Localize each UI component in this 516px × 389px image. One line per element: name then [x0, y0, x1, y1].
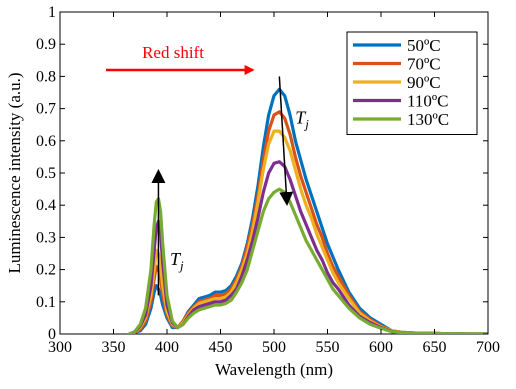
y-tick-label: 0.7 [36, 101, 56, 118]
y-tick-label: 0.6 [36, 133, 56, 150]
y-tick-label: 0.4 [36, 197, 56, 214]
x-tick-label: 450 [209, 339, 233, 356]
y-tick-label: 0 [48, 326, 56, 343]
y-tick-label: 0.3 [36, 229, 56, 246]
red-shift-label: Red shift [142, 43, 204, 62]
x-axis-label: Wavelength (nm) [215, 360, 333, 379]
y-tick-label: 0.1 [36, 294, 56, 311]
x-tick-label: 600 [369, 339, 393, 356]
legend-label: 70ºC [407, 55, 441, 74]
x-tick-label: 550 [316, 339, 340, 356]
x-tick-label: 650 [423, 339, 447, 356]
x-tick-label: 350 [102, 339, 126, 356]
y-tick-label: 0.9 [36, 36, 56, 53]
legend-label: 130ºC [407, 110, 449, 129]
y-axis-label: Luminescence intensity (a.u.) [5, 72, 24, 273]
y-tick-label: 0.8 [36, 68, 56, 85]
y-tick-label: 0.5 [36, 165, 56, 182]
y-tick-label: 1 [48, 4, 56, 21]
x-tick-label: 700 [476, 339, 500, 356]
legend-label: 50ºC [407, 36, 441, 55]
x-tick-label: 400 [155, 339, 179, 356]
y-tick-label: 0.2 [36, 262, 56, 279]
legend-label: 110ºC [407, 92, 448, 111]
x-tick-label: 500 [262, 339, 286, 356]
legend-label: 90ºC [407, 73, 441, 92]
